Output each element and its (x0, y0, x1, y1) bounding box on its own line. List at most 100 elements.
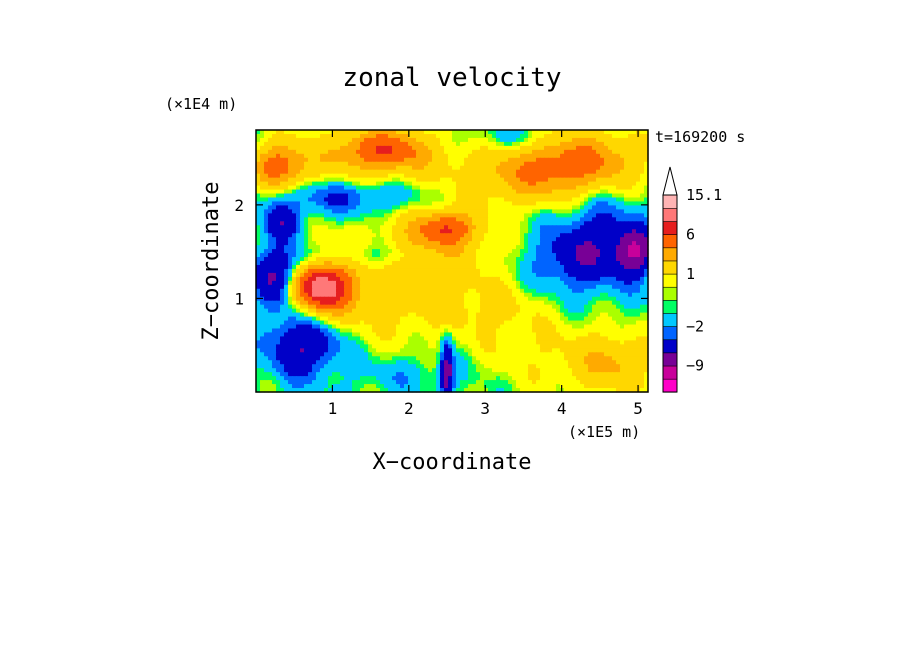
contour-cell (388, 213, 393, 218)
contour-cell (604, 237, 609, 242)
contour-cell (428, 261, 433, 266)
contour-cell (460, 141, 465, 147)
contour-cell (356, 253, 361, 258)
contour-cell (460, 185, 465, 191)
contour-cell (552, 268, 557, 274)
contour-cell (368, 229, 373, 234)
contour-cell (572, 328, 577, 334)
contour-cell (516, 229, 521, 234)
contour-cell (360, 205, 365, 210)
contour-cell (428, 213, 433, 218)
contour-cell (524, 253, 529, 258)
contour-cell (632, 149, 637, 155)
contour-cell (352, 205, 357, 210)
contour-cell (280, 153, 285, 159)
contour-cell (388, 304, 393, 310)
contour-cell (360, 268, 365, 274)
contour-cell (384, 304, 389, 310)
contour-cell (440, 288, 445, 294)
contour-cell (312, 141, 317, 147)
contour-cell (316, 280, 321, 286)
contour-cell (632, 205, 637, 210)
contour-cell (424, 328, 429, 334)
contour-cell (420, 149, 425, 155)
contour-cell (488, 328, 493, 334)
contour-cell (548, 280, 553, 286)
contour-cell (276, 237, 281, 242)
contour-cell (436, 241, 441, 246)
contour-cell (412, 169, 417, 175)
contour-cell (280, 245, 285, 250)
contour-cell (404, 161, 409, 167)
contour-cell (524, 181, 529, 187)
contour-cell (292, 308, 297, 314)
contour-cell (552, 264, 557, 270)
contour-cell (332, 312, 337, 318)
contour-cell (320, 141, 325, 147)
contour-cell (516, 209, 521, 214)
contour-cell (308, 292, 313, 298)
contour-cell (424, 292, 429, 298)
contour-cell (480, 221, 485, 226)
contour-cell (276, 312, 281, 318)
contour-cell (524, 173, 529, 179)
contour-cell (424, 280, 429, 286)
contour-cell (308, 141, 313, 147)
contour-cell (492, 141, 497, 147)
contour-cell (564, 272, 569, 278)
contour-cell (360, 149, 365, 155)
contour-cell (392, 249, 397, 254)
contour-cell (412, 229, 417, 234)
contour-cell (528, 141, 533, 147)
contour-cell (324, 280, 329, 286)
contour-cell (444, 185, 449, 191)
contour-cell (276, 324, 281, 330)
contour-cell (416, 233, 421, 238)
contour-cell (368, 225, 373, 230)
contour-cell (568, 133, 573, 139)
contour-cell (572, 288, 577, 294)
contour-cell (488, 137, 493, 143)
contour-cell (500, 245, 505, 250)
contour-cell (352, 153, 357, 159)
contour-cell (616, 169, 621, 175)
contour-cell (548, 296, 553, 302)
contour-cell (484, 173, 489, 179)
contour-cell (544, 141, 549, 147)
contour-cell (392, 320, 397, 326)
contour-cell (384, 316, 389, 322)
contour-cell (524, 249, 529, 254)
contour-cell (260, 141, 265, 147)
contour-cell (272, 296, 277, 302)
contour-cell (488, 221, 493, 226)
contour-cell (344, 157, 349, 163)
contour-cell (544, 253, 549, 258)
contour-cell (480, 149, 485, 155)
contour-cell (440, 157, 445, 163)
contour-cell (452, 149, 457, 155)
contour-cell (520, 209, 525, 214)
contour-cell (520, 264, 525, 270)
contour-cell (640, 316, 645, 322)
contour-cell (440, 173, 445, 179)
contour-cell (344, 233, 349, 238)
contour-cell (432, 149, 437, 155)
contour-cell (620, 320, 625, 326)
contour-cell (536, 312, 541, 318)
contour-cell (552, 130, 557, 135)
contour-cell (556, 257, 561, 262)
contour-cell (428, 169, 433, 175)
contour-cell (636, 169, 641, 175)
contour-cell (588, 245, 593, 250)
contour-cell (372, 133, 377, 139)
contour-cell (592, 181, 597, 187)
contour-cell (436, 264, 441, 270)
contour-cell (532, 261, 537, 266)
contour-cell (564, 177, 569, 183)
contour-cell (492, 213, 497, 218)
contour-cell (380, 308, 385, 314)
contour-cell (432, 133, 437, 139)
contour-cell (608, 304, 613, 310)
contour-cell (444, 209, 449, 214)
contour-cell (496, 264, 501, 270)
